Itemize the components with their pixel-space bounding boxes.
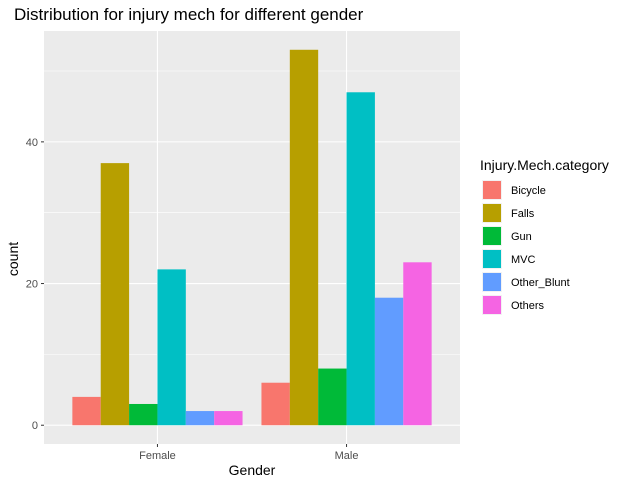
bar bbox=[214, 411, 243, 426]
legend-label: Others bbox=[511, 300, 545, 312]
legend: Injury.Mech.category Bicycle Falls Gun MVC O… bbox=[480, 157, 609, 315]
y-tick-label: 20 bbox=[26, 279, 38, 291]
legend-label: Bicycle bbox=[511, 185, 546, 197]
legend-label: MVC bbox=[511, 254, 536, 266]
legend-key bbox=[483, 296, 501, 314]
x-tick-label: Female bbox=[139, 450, 176, 462]
axes: 0 20 40 Female Male bbox=[26, 137, 359, 462]
bar bbox=[100, 163, 130, 426]
bar bbox=[374, 297, 404, 426]
bar bbox=[289, 49, 319, 426]
bar bbox=[318, 368, 347, 426]
chart-title: Distribution for injury mech for differe… bbox=[14, 5, 364, 24]
bar bbox=[403, 262, 432, 426]
legend-key bbox=[483, 204, 501, 222]
bar bbox=[129, 403, 158, 426]
y-tick-label: 40 bbox=[26, 137, 38, 149]
legend-label: Falls bbox=[511, 208, 535, 220]
bars bbox=[72, 49, 432, 426]
y-axis-title: count bbox=[5, 242, 21, 276]
legend-key bbox=[483, 250, 501, 268]
legend-label: Gun bbox=[511, 231, 532, 243]
bar bbox=[185, 411, 215, 426]
legend-key bbox=[483, 181, 501, 199]
bar bbox=[346, 92, 375, 426]
legend-key bbox=[483, 273, 501, 291]
bar bbox=[157, 269, 186, 426]
legend-title: Injury.Mech.category bbox=[480, 157, 609, 173]
bar bbox=[261, 382, 290, 426]
bar bbox=[72, 396, 101, 426]
y-tick-label: 0 bbox=[32, 420, 38, 432]
x-axis-title: Gender bbox=[229, 462, 276, 478]
legend-key bbox=[483, 227, 501, 245]
x-tick-label: Male bbox=[335, 450, 359, 462]
legend-label: Other_Blunt bbox=[511, 277, 570, 289]
